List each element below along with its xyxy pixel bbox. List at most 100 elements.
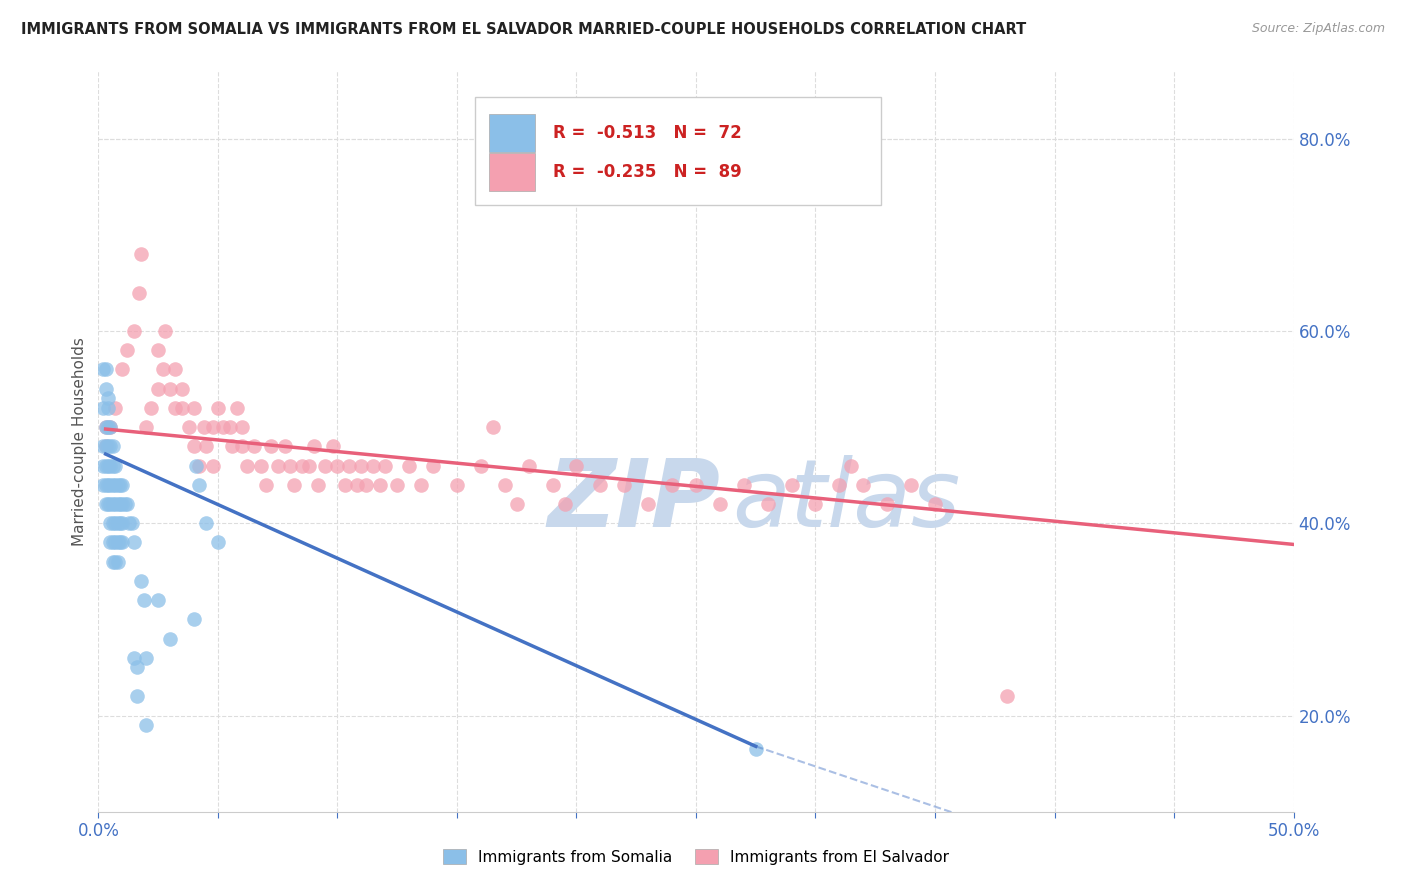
Point [107,497,129,511]
Point [554,497,576,511]
Point [302,439,325,453]
Point [94,420,117,434]
Point [322,439,344,453]
Point [219,420,242,434]
Point [107,555,129,569]
Text: Source: ZipAtlas.com: Source: ZipAtlas.com [1251,22,1385,36]
Text: ZIP: ZIP [547,455,720,547]
Text: R =  -0.235   N =  89: R = -0.235 N = 89 [553,163,741,181]
FancyBboxPatch shape [475,97,882,204]
Point [97,391,120,405]
Point [211,420,233,434]
Point [187,478,209,492]
Point [107,535,129,549]
Point [231,439,253,453]
Point [481,420,505,434]
Point [94,497,117,511]
Point [94,478,117,492]
Point [339,458,361,473]
Point [104,555,127,569]
Point [804,497,827,511]
Point [541,478,564,492]
Point [828,478,851,492]
Point [101,497,124,511]
Point [131,574,153,588]
Y-axis label: Married-couple Households: Married-couple Households [72,337,87,546]
Point [155,324,177,338]
Point [101,555,124,569]
Point [108,516,131,531]
Point [98,458,122,473]
Point [135,420,157,434]
Point [422,458,444,473]
Point [283,478,305,492]
Point [661,478,683,492]
Point [101,535,124,549]
Point [94,362,117,376]
Point [172,401,194,415]
Point [315,458,337,473]
Point [243,439,266,453]
Point [101,478,124,492]
Text: R =  -0.513   N =  72: R = -0.513 N = 72 [553,124,741,142]
Point [354,478,377,492]
Legend: Immigrants from Somalia, Immigrants from El Salvador: Immigrants from Somalia, Immigrants from… [437,843,955,871]
Point [104,478,127,492]
Point [195,516,218,531]
Point [207,401,229,415]
Point [202,420,225,434]
Point [326,458,349,473]
Point [107,478,129,492]
FancyBboxPatch shape [489,153,534,191]
Point [398,458,420,473]
Point [159,382,181,396]
Point [195,439,218,453]
Point [163,401,186,415]
Point [685,478,707,492]
Point [131,247,153,261]
Point [733,478,755,492]
Point [97,420,120,434]
Point [91,439,114,453]
Point [111,478,134,492]
Point [517,458,540,473]
Point [97,401,120,415]
Point [172,382,194,396]
Point [139,401,162,415]
Point [346,478,368,492]
Point [115,497,138,511]
Point [91,478,114,492]
Point [98,420,122,434]
Point [183,612,205,626]
Point [187,458,209,473]
Text: IMMIGRANTS FROM SOMALIA VS IMMIGRANTS FROM EL SALVADOR MARRIED-COUPLE HOUSEHOLDS: IMMIGRANTS FROM SOMALIA VS IMMIGRANTS FR… [21,22,1026,37]
Point [97,439,120,453]
Point [254,478,277,492]
Point [637,497,659,511]
Point [101,439,124,453]
Point [115,343,138,358]
Point [148,593,170,607]
Point [841,458,863,473]
Point [470,458,492,473]
Point [108,478,131,492]
Point [124,535,146,549]
Point [125,660,148,674]
Point [506,497,529,511]
Point [97,458,120,473]
Point [183,401,205,415]
Point [852,478,875,492]
Point [709,497,731,511]
Point [132,593,155,607]
Point [494,478,516,492]
Point [98,420,122,434]
Point [111,516,134,531]
Point [94,439,117,453]
Point [91,362,114,376]
Point [756,497,779,511]
Point [446,478,468,492]
Point [104,497,127,511]
Point [114,497,136,511]
Point [250,458,273,473]
Point [124,651,146,665]
